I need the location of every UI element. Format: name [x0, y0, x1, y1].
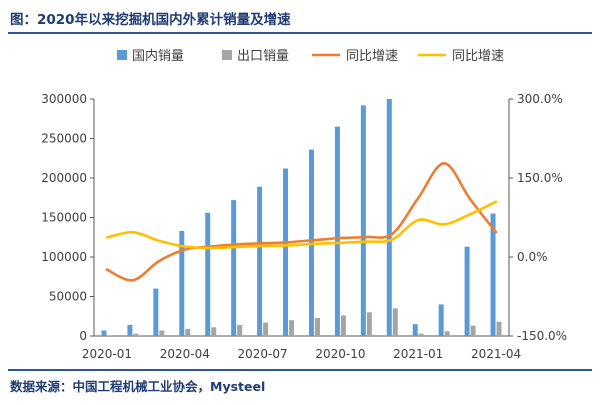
bar-export	[314, 317, 320, 336]
left-tick-label: 200000	[41, 171, 87, 185]
bar-domestic	[334, 126, 340, 337]
right-tick-label: 150.0%	[517, 171, 563, 185]
bar-domestic	[153, 288, 159, 336]
bar-export	[340, 315, 346, 336]
source-divider	[8, 369, 592, 371]
right-tick-label: 300.0%	[517, 92, 563, 106]
bar-export	[444, 331, 450, 336]
bar-domestic	[412, 324, 418, 336]
x-tick-label: 2021-01	[393, 347, 443, 361]
x-tick-label: 2021-04	[471, 347, 521, 361]
bar-domestic	[127, 324, 133, 336]
bar-export	[392, 308, 398, 336]
bar-export	[159, 330, 165, 336]
left-tick-label: 300000	[41, 92, 87, 106]
left-tick-label: 100000	[41, 250, 87, 264]
bar-domestic	[179, 230, 185, 336]
chart: 国内销量 出口销量 同比增速 同比增速 0 50000 100000 150000 20000…	[41, 48, 567, 361]
right-tick-label: 0.0%	[517, 250, 548, 264]
bar-export	[185, 328, 191, 336]
bar-domestic	[386, 99, 392, 336]
bar-export	[237, 324, 243, 336]
legend-domestic-label: 国内销量	[132, 48, 184, 64]
left-tick-label: 250000	[41, 132, 87, 146]
bar-export	[366, 312, 372, 336]
right-tick-label: -150.0%	[517, 329, 567, 343]
left-tick-label: 150000	[41, 211, 87, 225]
left-tick-label: 0	[79, 329, 87, 343]
lines	[105, 161, 498, 282]
x-tick-label: 2020-07	[238, 347, 288, 361]
bar-export	[107, 335, 113, 336]
bar-domestic	[101, 330, 107, 336]
bar-domestic	[231, 200, 237, 336]
x-tick-label: 2020-04	[160, 347, 210, 361]
source-note: 数据来源：中国工程机械工业协会，Mysteel	[10, 379, 266, 394]
legend-export-swatch	[222, 50, 232, 60]
bar-domestic	[205, 212, 211, 336]
x-tick-label: 2020-10	[315, 347, 365, 361]
left-tick-label: 50000	[49, 290, 87, 304]
legend-growth-orange-label: 同比增速	[346, 49, 398, 64]
growth-line-orange	[105, 161, 498, 282]
bar-domestic	[464, 246, 470, 336]
legend-growth-yellow-label: 同比增速	[452, 49, 504, 64]
chart-title: 图：2020年以来挖掘机国内外累计销量及增速	[10, 12, 291, 28]
bar-export	[470, 325, 476, 336]
bar-domestic	[360, 105, 366, 336]
x-tick-label: 2020-01	[82, 347, 132, 361]
bars	[101, 99, 502, 337]
title-bar: 图：2020年以来挖掘机国内外累计销量及增速	[0, 0, 600, 34]
bar-export	[133, 333, 139, 336]
bar-domestic	[283, 168, 289, 336]
growth-line-yellow	[105, 200, 498, 250]
bar-export	[211, 327, 217, 336]
bar-domestic	[257, 186, 263, 336]
bar-export	[289, 320, 295, 336]
bar-export	[263, 322, 269, 336]
title-divider	[8, 32, 592, 34]
legend-export-label: 出口销量	[237, 49, 289, 64]
bar-export	[496, 321, 502, 336]
bar-domestic	[438, 304, 444, 336]
axes: 0 50000 100000 150000 200000 250000 300000 -150…	[41, 92, 567, 361]
bar-export	[418, 333, 424, 336]
bar-domestic	[490, 213, 496, 336]
legend: 国内销量 出口销量 同比增速 同比增速	[117, 48, 504, 64]
legend-domestic-swatch	[117, 50, 127, 60]
